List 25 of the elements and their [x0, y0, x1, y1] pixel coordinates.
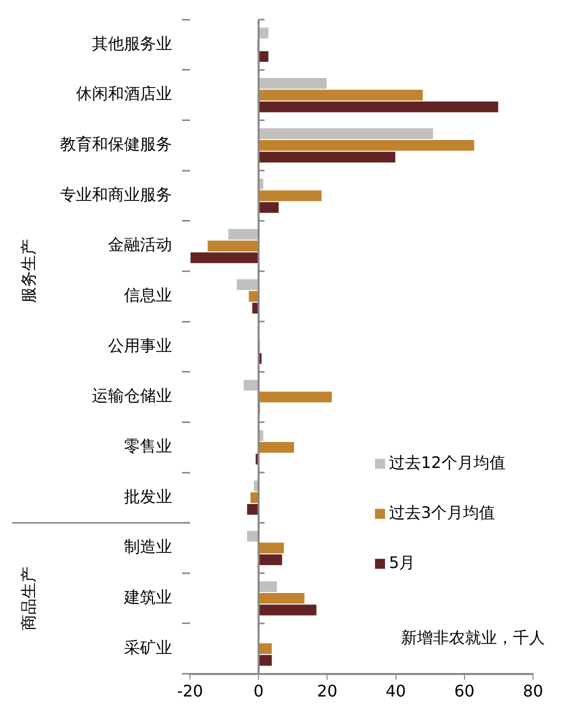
text: 商品生产: [19, 566, 38, 630]
x-tick-label: 60: [454, 682, 475, 701]
x-tick-label: -20: [176, 682, 204, 701]
y-tick-label: 休闲和酒店业: [76, 84, 172, 104]
y-tick-label: 信息业: [124, 286, 172, 305]
y-tick-label: 采矿业: [124, 638, 172, 657]
y-tick-label: 公用事业: [108, 336, 172, 355]
legend-label: 过去12个月均值: [389, 452, 506, 472]
y-tick-label: 运输仓储业: [92, 386, 172, 406]
y-tick-label: 零售业: [124, 436, 172, 456]
legend-label: 过去3个月均值: [389, 502, 496, 522]
legend-label: 5月: [389, 552, 416, 572]
y-tick-label: 教育和保健服务: [60, 134, 172, 154]
y-tick-label: 金融活动: [108, 235, 172, 254]
y-tick-label: 其他服务业: [92, 34, 172, 53]
y-tick-label: 制造业: [124, 537, 172, 556]
x-tick-label: 40: [386, 682, 406, 701]
y-tick-label: 建筑业: [123, 587, 172, 606]
y-tick-label: 批发业: [124, 486, 172, 506]
x-tick-label: 0: [254, 682, 264, 701]
x-tick-label: 20: [317, 682, 338, 701]
y-tick-label: 专业和商业服务: [60, 184, 172, 204]
annotation: 新增非农就业，千人: [401, 628, 545, 647]
x-tick-label: 80: [522, 682, 544, 701]
text: 服务生产: [19, 239, 38, 304]
